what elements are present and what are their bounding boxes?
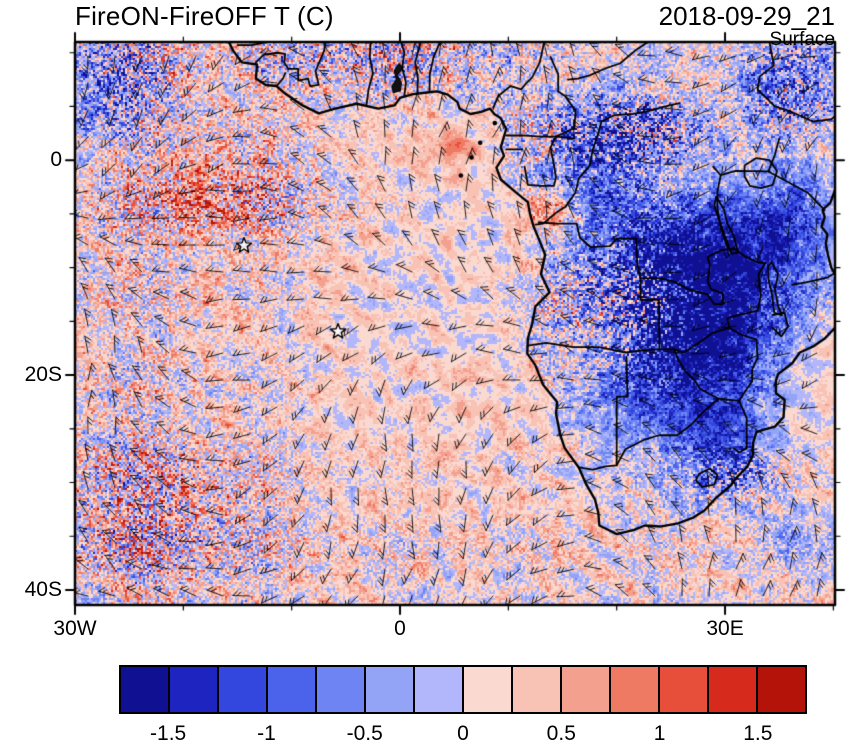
colorbar-tick-label: 0 (457, 722, 469, 745)
colorbar-cell (611, 667, 660, 712)
y-axis-tick-label: 40S (24, 577, 62, 601)
y-axis-tick-label: 0 (50, 148, 62, 172)
y-axis-tick-label: 20S (24, 363, 62, 387)
colorbar-tick-label: -1 (257, 722, 276, 745)
colorbar-cell (562, 667, 611, 712)
colorbar-cell (121, 667, 170, 712)
colorbar-tick-label: 0.5 (546, 722, 576, 745)
colorbar-tick-label: -1.5 (150, 722, 187, 745)
level-label: Surface (769, 29, 835, 50)
colorbar-cell (415, 667, 464, 712)
colorbar-cell (513, 667, 562, 712)
colorbar-cell (366, 667, 415, 712)
colorbar-tick-label: 1 (653, 722, 666, 745)
x-axis-tick-label: 30W (53, 617, 97, 640)
colorbar-tick-label: -0.5 (346, 722, 383, 745)
colorbar-cell (268, 667, 317, 712)
x-axis-tick-label: 0 (394, 617, 406, 640)
datetime-label: 2018-09-29_21 (658, 1, 835, 31)
colorbar-cell (170, 667, 219, 712)
colorbar-cell (219, 667, 268, 712)
colorbar-cell (660, 667, 709, 712)
plot-title: FireON-FireOFF T (C) (75, 1, 334, 31)
colorbar-cell (317, 667, 366, 712)
colorbar-tick-label: 1.5 (743, 722, 773, 745)
x-axis-tick-label: 30E (706, 617, 744, 640)
colorbar-cell (758, 667, 805, 712)
map-plot-canvas (0, 0, 850, 655)
colorbar-cell (464, 667, 513, 712)
colorbar (119, 665, 807, 714)
colorbar-cell (709, 667, 758, 712)
